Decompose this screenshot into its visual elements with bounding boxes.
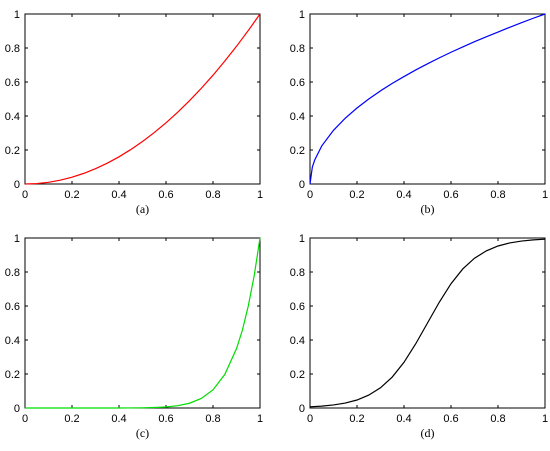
y-tick-label-d: 1 [299, 233, 305, 245]
y-tick-label-c: 0 [14, 403, 20, 415]
panel-caption-b: (b) [421, 202, 435, 216]
y-tick-label-d: 0 [299, 403, 305, 415]
x-tick-label-a: 0.8 [205, 189, 220, 201]
axes-frame-c [24, 237, 261, 409]
panel-caption-c: (c) [136, 426, 149, 440]
y-tick-label-d: 0.8 [290, 267, 305, 279]
x-tick-label-d: 0 [307, 413, 313, 425]
y-tick-label-d: 0.2 [290, 369, 305, 381]
y-tick-label-c: 0.8 [5, 267, 20, 279]
y-tick-label-d: 0.4 [290, 335, 305, 347]
y-tick-label-a: 0.2 [5, 145, 20, 157]
y-tick-label-c: 1 [14, 233, 20, 245]
panel-b: 0 0.2 0.4 0.6 0.8 1 0 0.2 0.4 0.6 0.8 1 (b) [290, 9, 548, 216]
y-tick-label-b: 0 [299, 179, 305, 191]
y-tick-label-a: 0.4 [5, 111, 20, 123]
panel-d: 0 0.2 0.4 0.6 0.8 1 0 0.2 0.4 0.6 0.8 1 (d) [290, 233, 548, 440]
x-tick-label-b: 0.8 [490, 189, 505, 201]
y-tick-label-a: 0 [14, 179, 20, 191]
series-line-b [309, 13, 546, 185]
x-tick-label-b: 0.2 [349, 189, 364, 201]
y-tick-label-c: 0.2 [5, 369, 20, 381]
x-tick-label-c: 0 [22, 413, 28, 425]
x-tick-label-d: 0.4 [396, 413, 411, 425]
x-tick-label-d: 0.2 [349, 413, 364, 425]
x-tick-label-c: 0.8 [205, 413, 220, 425]
series-line-a [24, 13, 261, 185]
axes-frame-d [309, 237, 546, 409]
x-tick-label-c: 0.6 [158, 413, 173, 425]
y-tick-label-b: 0.6 [290, 77, 305, 89]
y-tick-label-a: 0.6 [5, 77, 20, 89]
y-tick-label-b: 0.2 [290, 145, 305, 157]
x-tick-label-c: 1 [257, 413, 263, 425]
y-tick-label-d: 0.6 [290, 301, 305, 313]
axes-frame-a [24, 13, 261, 185]
panel-a: 0 0.2 0.4 0.6 0.8 1 0 0.2 0.4 0.6 0.8 1 (a) [5, 9, 263, 216]
x-tick-label-d: 0.8 [490, 413, 505, 425]
y-tick-label-b: 1 [299, 9, 305, 21]
x-tick-label-b: 0.4 [396, 189, 411, 201]
panel-caption-a: (a) [136, 202, 149, 216]
series-line-c [25, 237, 261, 409]
x-tick-label-b: 0.6 [443, 189, 458, 201]
y-tick-label-c: 0.4 [5, 335, 20, 347]
y-tick-label-c: 0.6 [5, 301, 20, 313]
series-line-d [309, 238, 546, 408]
x-tick-label-d: 0.6 [443, 413, 458, 425]
x-tick-label-b: 0 [307, 189, 313, 201]
panel-c: 0 0.2 0.4 0.6 0.8 1 0 0.2 0.4 0.6 0.8 1 (c) [5, 233, 263, 440]
x-tick-label-d: 1 [542, 413, 548, 425]
x-tick-label-c: 0.4 [111, 413, 126, 425]
axes-frame-b [309, 13, 546, 185]
x-tick-label-c: 0.2 [64, 413, 79, 425]
y-tick-label-a: 1 [14, 9, 20, 21]
y-tick-label-b: 0.4 [290, 111, 305, 123]
x-tick-label-a: 0.4 [111, 189, 126, 201]
x-tick-label-b: 1 [542, 189, 548, 201]
y-tick-label-a: 0.8 [5, 43, 20, 55]
panel-caption-d: (d) [421, 426, 435, 440]
x-tick-label-a: 0.6 [158, 189, 173, 201]
x-tick-label-a: 0.2 [64, 189, 79, 201]
x-tick-label-a: 1 [257, 189, 263, 201]
x-tick-label-a: 0 [22, 189, 28, 201]
y-tick-label-b: 0.8 [290, 43, 305, 55]
